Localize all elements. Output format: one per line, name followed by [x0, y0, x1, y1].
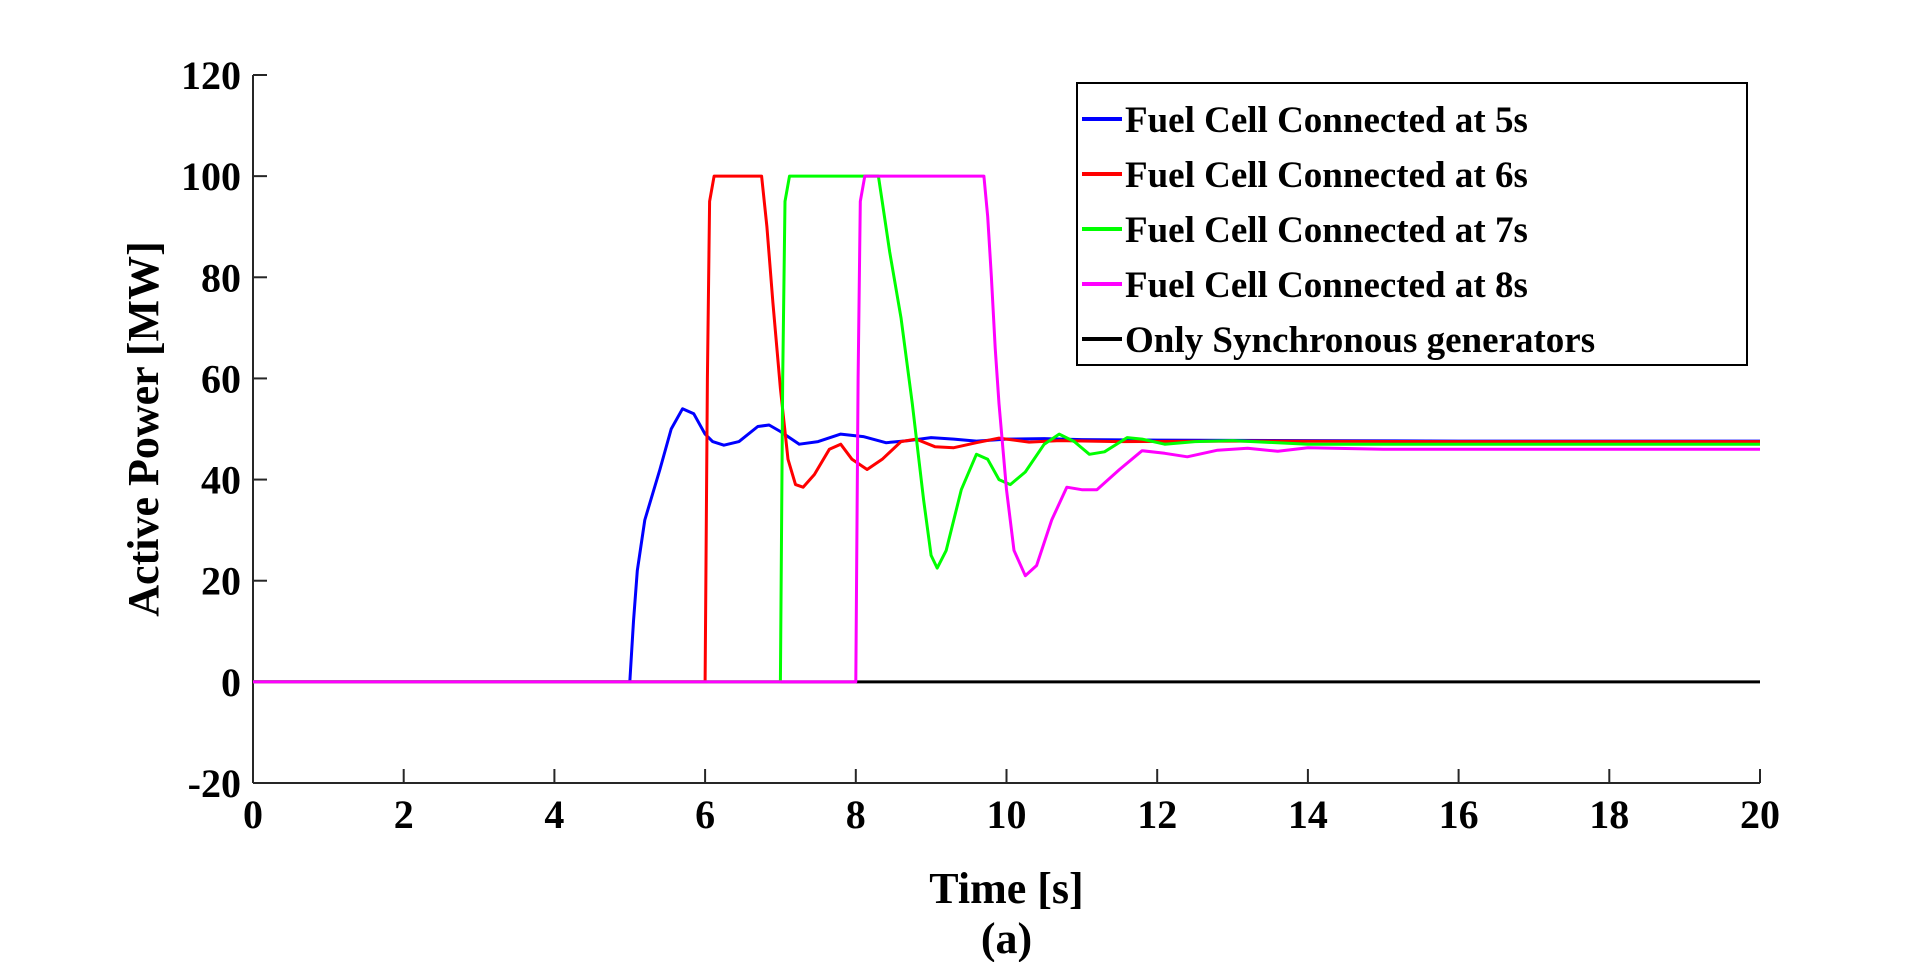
- y-tick-label: 60: [201, 356, 241, 401]
- x-tick-label: 8: [846, 792, 866, 837]
- x-tick-label: 18: [1589, 792, 1629, 837]
- y-tick-label: 100: [181, 154, 241, 199]
- x-tick-label: 16: [1439, 792, 1479, 837]
- x-tick-label: 0: [243, 792, 263, 837]
- x-tick-label: 6: [695, 792, 715, 837]
- x-tick-label: 2: [394, 792, 414, 837]
- series-line: [253, 174, 1760, 684]
- legend: Fuel Cell Connected at 5s Fuel Cell Conne…: [1076, 82, 1748, 366]
- plot-area: [253, 174, 1760, 684]
- x-tick-label: 10: [987, 792, 1027, 837]
- x-tick-label: 4: [544, 792, 564, 837]
- legend-label: Fuel Cell Connected at 7s: [1125, 210, 1528, 251]
- y-tick-label: 20: [201, 559, 241, 604]
- y-tick-label: 40: [201, 458, 241, 503]
- series-line: [253, 407, 1760, 684]
- y-tick-label: 120: [181, 53, 241, 98]
- series-line: [253, 174, 1760, 684]
- series-line: [253, 174, 1760, 684]
- legend-label: Fuel Cell Connected at 8s: [1125, 265, 1528, 306]
- legend-label: Fuel Cell Connected at 5s: [1125, 100, 1528, 141]
- x-tick-label: 20: [1740, 792, 1780, 837]
- y-tick-label: 0: [221, 660, 241, 705]
- x-axis-title: Time [s]: [929, 864, 1083, 913]
- legend-label: Only Synchronous generators: [1125, 320, 1595, 361]
- y-tick-label: -20: [188, 761, 241, 806]
- x-tick-label: 12: [1137, 792, 1177, 837]
- legend-label: Fuel Cell Connected at 6s: [1125, 155, 1528, 196]
- y-axis-title: Active Power [MW]: [119, 241, 168, 616]
- y-tick-label: 80: [201, 255, 241, 300]
- x-tick-label: 14: [1288, 792, 1328, 837]
- figure-caption: (a): [981, 914, 1032, 962]
- legend-box: [1076, 82, 1748, 366]
